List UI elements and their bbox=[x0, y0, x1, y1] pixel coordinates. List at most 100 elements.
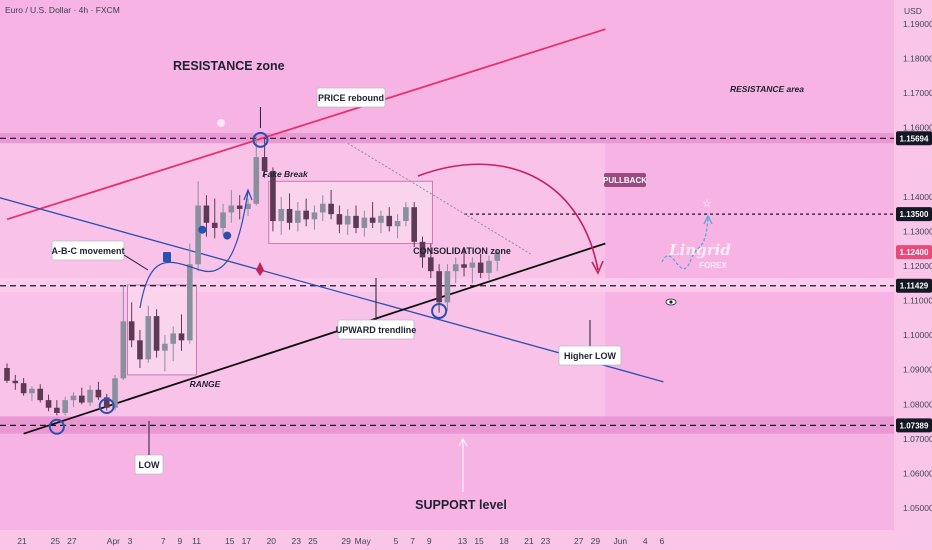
price-tag-box bbox=[896, 418, 932, 433]
candle-body bbox=[4, 367, 10, 381]
candle-body bbox=[261, 157, 268, 171]
y-tick-label: 1.05000 bbox=[903, 503, 932, 513]
candle-body bbox=[70, 395, 77, 401]
x-tick-label: 27 bbox=[67, 536, 77, 546]
candle-body bbox=[178, 333, 185, 341]
trendline-support-up bbox=[23, 242, 606, 435]
touch-point-0 bbox=[198, 225, 207, 234]
candle-body bbox=[361, 217, 368, 228]
range-box bbox=[126, 284, 197, 376]
x-tick-label: 21 bbox=[17, 536, 27, 546]
candle-body bbox=[461, 264, 467, 268]
x-tick-label: 7 bbox=[161, 536, 166, 546]
candle-body bbox=[353, 215, 359, 228]
price-tag-box bbox=[896, 131, 932, 146]
candle-body bbox=[78, 395, 85, 403]
abc-path bbox=[139, 191, 249, 309]
candle-body bbox=[112, 378, 118, 408]
x-tick-label: 23 bbox=[541, 536, 551, 546]
watermark-brand: Lingrid bbox=[668, 241, 731, 259]
pullback-arrow-head bbox=[591, 260, 604, 275]
support-band bbox=[0, 416, 894, 434]
y-tick-label: 1.06000 bbox=[903, 468, 932, 478]
y-tick-label: 1.19000 bbox=[903, 19, 932, 29]
candle-body bbox=[203, 205, 210, 223]
candle-body bbox=[54, 407, 60, 413]
candle-body bbox=[20, 383, 27, 394]
y-tick-label: 1.17000 bbox=[903, 88, 932, 98]
price-rebound-label: PRICE rebound bbox=[318, 93, 384, 103]
y-tick-label: 1.16000 bbox=[903, 123, 932, 133]
x-tick-label: 13 bbox=[458, 536, 468, 546]
y-tick-label: 1.12000 bbox=[903, 261, 932, 271]
projection-path bbox=[661, 217, 709, 270]
y-tick-label: 1.13000 bbox=[903, 226, 932, 236]
x-tick-label: 6 bbox=[660, 536, 665, 546]
candle-body bbox=[411, 207, 417, 242]
pullback-arrow bbox=[417, 163, 599, 271]
x-tick-label: 29 bbox=[591, 536, 601, 546]
support-level-label: SUPPORT level bbox=[415, 498, 507, 512]
candle-body bbox=[486, 260, 492, 273]
currency-label: USD bbox=[904, 6, 922, 16]
higher-low-circle bbox=[431, 302, 448, 319]
candle-body bbox=[103, 397, 110, 408]
low-label: LOW bbox=[139, 460, 160, 470]
support-arrow-head bbox=[458, 437, 468, 447]
info-icon bbox=[163, 252, 171, 262]
candle-body bbox=[37, 388, 44, 401]
x-tick-label: Apr bbox=[107, 536, 120, 546]
candle-body bbox=[29, 388, 35, 394]
consolidation-zone-label: CONSOLIDATION zone bbox=[413, 246, 511, 256]
watermark-sub: FOREX bbox=[699, 261, 727, 270]
price-tag-label: 1.07389 bbox=[900, 421, 929, 430]
x-tick-label: 17 bbox=[242, 536, 252, 546]
x-tick-label: 4 bbox=[643, 536, 648, 546]
fake-break-label: Fake Break bbox=[262, 169, 309, 179]
candle-body bbox=[344, 215, 351, 225]
candle-body bbox=[153, 316, 160, 351]
x-tick-label: 18 bbox=[499, 536, 509, 546]
candle-body bbox=[95, 389, 102, 398]
y-tick-label: 1.07000 bbox=[903, 434, 932, 444]
candle-body bbox=[303, 210, 309, 220]
candle-body bbox=[120, 321, 127, 379]
low-circle-2 bbox=[98, 398, 115, 415]
price-tag-box bbox=[896, 245, 932, 260]
candle-body bbox=[436, 271, 442, 303]
price-axis-panel bbox=[894, 0, 932, 550]
candle-body bbox=[245, 203, 251, 209]
higher-low-label: Higher LOW bbox=[564, 351, 617, 361]
price-tag-label: 1.15694 bbox=[900, 134, 929, 143]
y-tick-label: 1.10000 bbox=[903, 330, 932, 340]
eye-pupil-icon bbox=[669, 300, 673, 304]
x-tick-label: Jun bbox=[613, 536, 627, 546]
x-tick-label: 23 bbox=[291, 536, 301, 546]
candle-body bbox=[452, 264, 459, 272]
candle-body bbox=[477, 262, 484, 273]
candle-body bbox=[419, 241, 426, 258]
abc-movement-label: A-B-C movement bbox=[51, 246, 124, 256]
candle-body bbox=[494, 252, 501, 261]
x-tick-label: May bbox=[355, 536, 372, 546]
candle-body bbox=[87, 389, 93, 403]
candle-body bbox=[469, 262, 476, 268]
candle-body bbox=[378, 215, 384, 223]
candle-body bbox=[319, 203, 326, 213]
star-icon: ☆ bbox=[702, 197, 712, 210]
candle-body bbox=[369, 217, 376, 223]
candle-body bbox=[162, 343, 168, 351]
candle-body bbox=[236, 205, 243, 209]
candle-body bbox=[228, 205, 235, 213]
price-rebound-box bbox=[316, 87, 386, 108]
y-tick-label: 1.09000 bbox=[903, 365, 932, 375]
price-tag-label: 1.11429 bbox=[900, 282, 929, 291]
candle-body bbox=[403, 207, 409, 222]
upward-trendline-label: UPWARD trendline bbox=[336, 325, 417, 335]
x-tick-label: 9 bbox=[178, 536, 183, 546]
trendline-blue-down bbox=[0, 197, 664, 383]
x-tick-label: 15 bbox=[225, 536, 235, 546]
candle-body bbox=[394, 221, 401, 227]
